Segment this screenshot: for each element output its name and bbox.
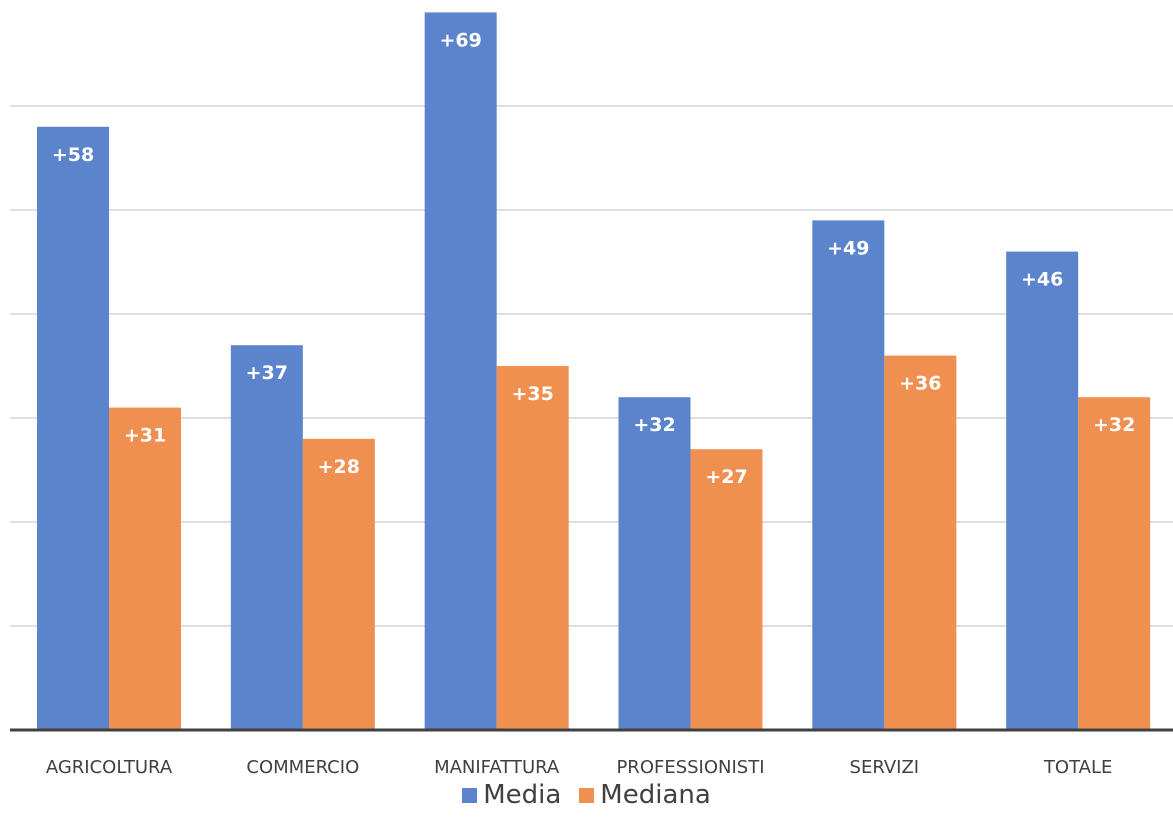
data-label-media: +37 — [246, 362, 288, 384]
bars — [37, 12, 1151, 731]
legend: Media Mediana — [0, 780, 1173, 810]
bar-media — [230, 345, 303, 730]
data-labels: +58 +31 +37 +28 +69 +35 +32 +27 +49 +36 +46 +32 — [52, 29, 1136, 488]
data-label-media: +49 — [827, 237, 869, 259]
x-tick-label: PROFESSIONISTI — [616, 757, 764, 778]
x-tick-label: AGRICOLTURA — [46, 757, 173, 778]
legend-item-mediana: Mediana — [579, 780, 711, 810]
bar-mediana — [884, 355, 957, 730]
data-label-mediana: +28 — [318, 456, 360, 478]
x-tick-label: TOTALE — [1043, 757, 1112, 778]
x-tick-label: MANIFATTURA — [434, 757, 560, 778]
bar-mediana — [109, 407, 181, 730]
x-tick-label: COMMERCIO — [246, 757, 359, 778]
data-label-mediana: +36 — [899, 373, 941, 395]
data-label-mediana: +27 — [705, 466, 747, 488]
bar-media — [1006, 251, 1079, 730]
bar-mediana — [690, 449, 763, 730]
data-label-mediana: +32 — [1093, 414, 1135, 436]
bar-media — [618, 397, 691, 730]
data-label-media: +58 — [52, 144, 94, 166]
bar-media — [424, 12, 497, 730]
legend-label-mediana: Mediana — [600, 780, 711, 810]
legend-item-media: Media — [462, 780, 561, 810]
bar-mediana — [302, 438, 375, 730]
legend-swatch-mediana — [579, 787, 595, 803]
x-axis: AGRICOLTURA COMMERCIO MANIFATTURA PROFESSIO… — [10, 728, 1173, 778]
data-label-mediana: +31 — [124, 425, 166, 447]
legend-swatch-media — [462, 787, 478, 803]
legend-label-media: Media — [483, 780, 562, 810]
data-label-media: +32 — [633, 414, 675, 436]
bar-media — [812, 220, 885, 730]
data-label-media: +46 — [1021, 269, 1063, 291]
x-tick-label: SERVIZI — [850, 757, 920, 778]
bar-media — [37, 126, 109, 731]
data-label-media: +69 — [439, 29, 481, 51]
bar-mediana — [1078, 397, 1151, 730]
bar-mediana — [496, 366, 569, 730]
data-label-mediana: +35 — [511, 383, 553, 405]
gridlines — [10, 105, 1173, 627]
